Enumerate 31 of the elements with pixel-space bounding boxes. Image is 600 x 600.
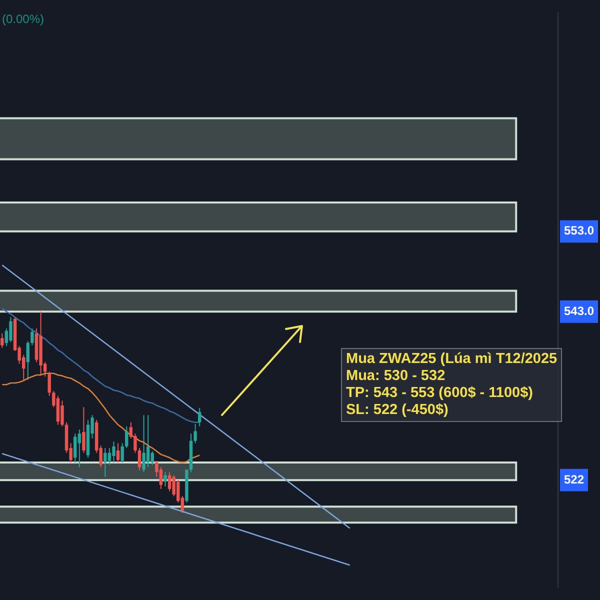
candlestick xyxy=(142,414,146,473)
candlestick xyxy=(82,406,86,454)
candlestick xyxy=(60,400,64,427)
candlestick xyxy=(74,433,77,463)
candlestick xyxy=(172,474,176,497)
annotation: Mua ZWAZ25 (Lúa mì T12/2025 Mua: 530 - 532 TP: 543 - 553 (600$ - 1100$) SL: 522 (-450$) xyxy=(341,348,562,422)
candlestick xyxy=(159,466,163,490)
y-tick-label: 553.0 xyxy=(564,224,594,238)
candlestick xyxy=(9,316,12,343)
candlestick xyxy=(48,371,51,396)
candlestick xyxy=(108,448,112,466)
candlestick xyxy=(0,332,4,348)
candlestick xyxy=(120,442,124,463)
candlestick xyxy=(138,448,142,471)
candlestick xyxy=(30,328,34,346)
candlestick xyxy=(168,472,172,492)
y-tick-label: 522 xyxy=(564,472,584,486)
candlestick xyxy=(194,423,197,444)
candlestick xyxy=(26,340,30,380)
y-tick-label: 543.0 xyxy=(564,304,594,318)
annotation: (0.00%) xyxy=(2,12,44,26)
candlestick xyxy=(164,472,167,488)
candlestick xyxy=(104,448,107,478)
candlestick xyxy=(116,442,120,463)
candlestick xyxy=(56,395,60,426)
candlestick xyxy=(198,407,202,427)
candlestick xyxy=(78,429,82,468)
candlestick xyxy=(112,441,116,463)
candlestick xyxy=(146,414,150,468)
candlestick xyxy=(125,426,128,449)
candlestick xyxy=(150,450,154,466)
